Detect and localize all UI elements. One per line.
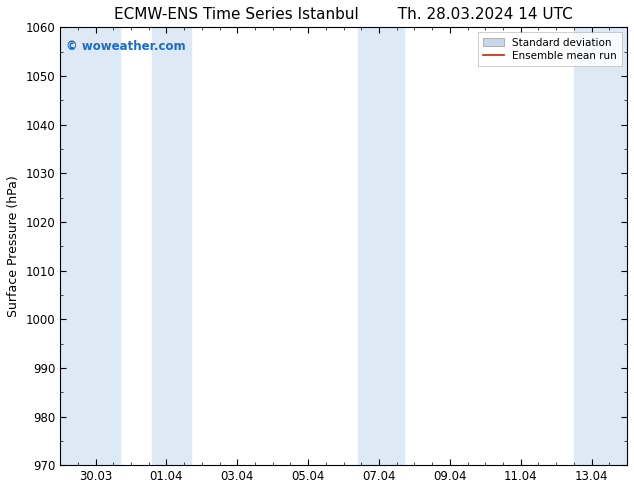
Legend: Standard deviation, Ensemble mean run: Standard deviation, Ensemble mean run: [477, 32, 622, 66]
Bar: [60, 27, 120, 465]
Bar: [574, 27, 627, 465]
Bar: [152, 27, 191, 465]
Text: © woweather.com: © woweather.com: [66, 40, 185, 53]
Bar: [358, 27, 404, 465]
Title: ECMW-ENS Time Series Istanbul        Th. 28.03.2024 14 UTC: ECMW-ENS Time Series Istanbul Th. 28.03.…: [114, 7, 573, 22]
Y-axis label: Surface Pressure (hPa): Surface Pressure (hPa): [7, 175, 20, 317]
